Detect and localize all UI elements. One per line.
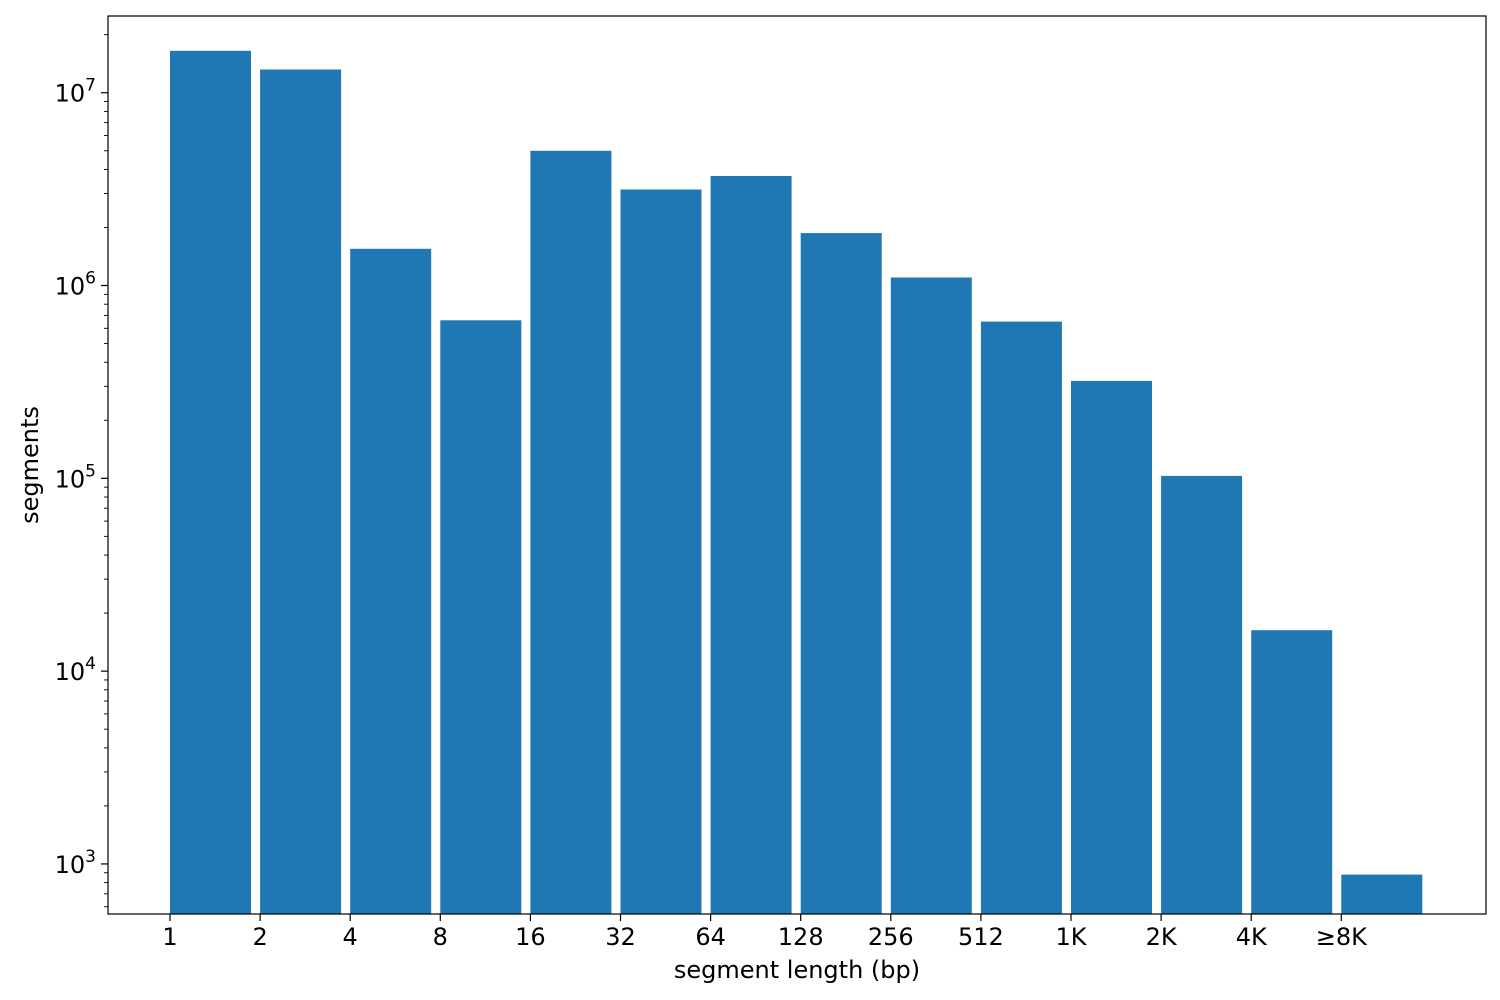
bar (1251, 630, 1333, 914)
bar (1161, 475, 1243, 914)
bar (260, 69, 342, 914)
x-tick-label: 4K (1236, 923, 1268, 951)
bar (1341, 874, 1423, 914)
y-tick-label: 107 (55, 76, 96, 108)
bar (170, 50, 251, 915)
x-tick-label: 2K (1146, 923, 1178, 951)
x-tick-label: 256 (868, 923, 914, 951)
x-tick-label: 1 (162, 923, 177, 951)
y-tick-label: 104 (55, 654, 96, 686)
x-tick-label: 16 (515, 923, 546, 951)
x-tick-label: 4 (343, 923, 358, 951)
bar (710, 176, 792, 914)
y-tick-label: 106 (55, 269, 96, 301)
y-axis-label: segments (16, 406, 44, 524)
y-tick-label: 103 (55, 847, 96, 879)
bar (980, 321, 1062, 915)
plot-frame (107, 15, 1487, 915)
bar (620, 189, 702, 914)
x-axis-ticks: 1 2 4 8 16 32 64 128 256 512 1K 2K 4K ≥8K (162, 914, 1368, 951)
bar (1071, 380, 1152, 914)
x-axis-label: segment length (bp) (674, 956, 920, 984)
x-tick-label: 512 (958, 923, 1004, 951)
bar (890, 277, 972, 914)
x-tick-label: 128 (778, 923, 824, 951)
bar (440, 320, 522, 914)
y-axis-ticks: 103 104 105 106 107 (55, 34, 108, 908)
x-tick-label: 8 (433, 923, 448, 951)
x-tick-label: 2 (252, 923, 267, 951)
x-tick-label: ≥8K (1316, 923, 1368, 951)
bar (800, 233, 882, 915)
bar (530, 150, 612, 915)
y-tick-label: 105 (55, 461, 96, 493)
x-tick-label: 64 (695, 923, 726, 951)
bars-group (170, 50, 1423, 915)
bar (350, 248, 432, 915)
x-tick-label: 1K (1055, 923, 1087, 951)
x-tick-label: 32 (605, 923, 636, 951)
